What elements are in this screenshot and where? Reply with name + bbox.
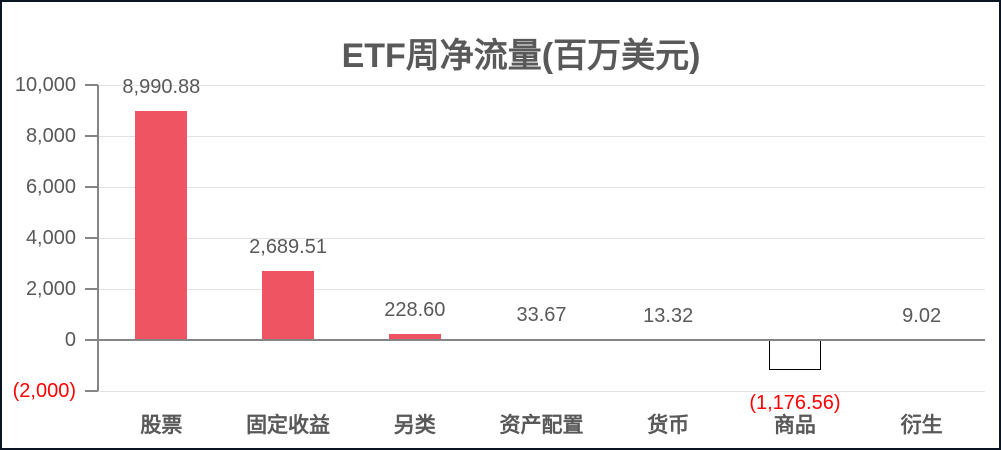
y-tick-mark-2000 [85, 288, 98, 290]
y-tick-mark-6000 [85, 186, 98, 188]
y-tick-label-8000: 8,000 [25, 125, 76, 147]
category-label-equity: 股票 [140, 414, 183, 437]
y-tick-mark-4000 [85, 237, 98, 239]
bar-fixed-income [262, 271, 315, 340]
category-label-currency: 货币 [647, 414, 690, 437]
data-label-asset-allocation: 33.67 [516, 304, 567, 327]
y-tick-label-10000: 10,000 [14, 74, 76, 96]
data-label-alternatives: 228.60 [384, 299, 446, 322]
y-tick-label-0: 0 [64, 329, 76, 351]
y-tick-label-4000: 4,000 [25, 227, 76, 249]
category-label-fixed-income: 固定收益 [246, 414, 331, 437]
x-axis-line [98, 339, 985, 341]
gridline-8000 [98, 135, 985, 137]
y-tick-label-6000: 6,000 [25, 176, 76, 198]
bar-alternatives [388, 334, 441, 340]
y-tick-mark--2000 [85, 390, 98, 392]
category-label-commodity: 商品 [773, 414, 816, 437]
chart-title: ETF周净流量(百万美元) [341, 37, 701, 75]
gridline-4000 [98, 237, 985, 239]
data-label-currency: 13.32 [643, 304, 694, 327]
category-label-derivative: 衍生 [900, 414, 943, 437]
bar-equity [135, 110, 188, 340]
data-label-fixed-income: 2,689.51 [249, 236, 327, 259]
gridline-10000 [98, 84, 985, 86]
y-tick-mark-8000 [85, 135, 98, 137]
y-tick-mark-0 [85, 339, 98, 341]
y-tick-label--2000: (2,000) [12, 380, 76, 402]
gridline-2000 [98, 288, 985, 290]
data-label-equity: 8,990.88 [122, 75, 201, 98]
y-tick-label-2000: 2,000 [25, 278, 76, 300]
gridline--2000 [98, 390, 985, 392]
bar-commodity [768, 340, 821, 370]
y-tick-mark-10000 [85, 84, 98, 86]
gridline-6000 [98, 186, 985, 188]
category-label-alternatives: 另类 [393, 414, 436, 437]
category-label-asset-allocation: 资产配置 [499, 414, 584, 437]
data-label-derivative: 9.02 [902, 304, 942, 327]
data-label-commodity: (1,176.56) [749, 392, 841, 414]
y-axis-line [97, 85, 99, 391]
